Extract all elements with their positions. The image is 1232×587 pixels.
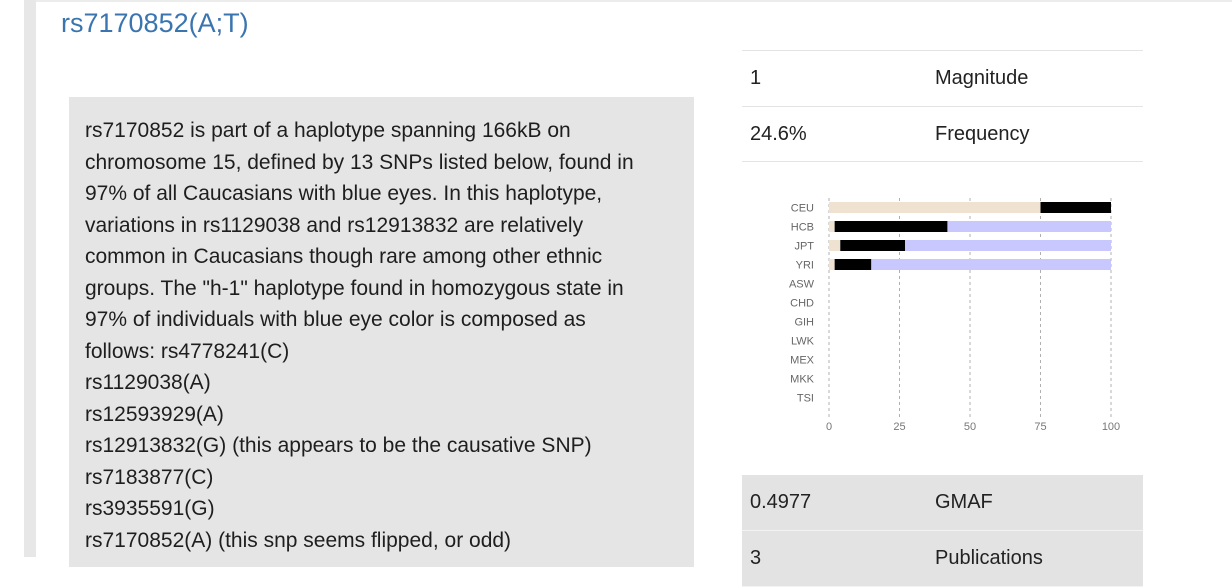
publications-row: 3 Publications	[742, 531, 1143, 587]
bar-segment	[829, 259, 835, 270]
bar-segment	[871, 259, 1111, 270]
publications-label[interactable]: Publications	[935, 547, 1043, 569]
x-tick-label: 25	[893, 421, 905, 433]
summary-table-top: 1 Magnitude 24.6% Frequency	[742, 50, 1143, 162]
description-text: rs7170852 is part of a haplotype spannin…	[85, 115, 678, 556]
bar-segment	[829, 202, 1041, 213]
bar-segment	[947, 221, 1111, 232]
category-label: ASW	[789, 279, 815, 291]
description-box: rs7170852 is part of a haplotype spannin…	[69, 97, 694, 567]
description-line: follows: rs4778241(C)	[85, 339, 290, 363]
bar-segment	[905, 240, 1111, 251]
category-label: CEU	[791, 203, 814, 215]
gmaf-value: 0.4977	[750, 491, 812, 513]
bar-segment	[840, 240, 906, 251]
magnitude-row: 1 Magnitude	[742, 50, 1143, 106]
frequency-value: 24.6%	[750, 122, 807, 145]
bar-segment	[829, 221, 835, 232]
bar-segment	[834, 221, 948, 232]
x-tick-label: 100	[1102, 421, 1120, 433]
description-line: rs12913832(G) (this appears to be the ca…	[85, 434, 592, 457]
category-label: YRI	[796, 260, 814, 272]
description-line: 97% of all Caucasians with blue eyes. In…	[85, 182, 603, 205]
magnitude-value: 1	[750, 67, 762, 89]
category-label: GIH	[794, 317, 814, 329]
gmaf-label[interactable]: GMAF	[935, 491, 993, 513]
description-line: rs1129038(A)	[85, 371, 211, 394]
category-label: JPT	[794, 241, 814, 253]
category-label: HCB	[791, 222, 814, 234]
top-divider	[36, 0, 1232, 2]
magnitude-label[interactable]: Magnitude	[935, 67, 1029, 89]
x-tick-label: 0	[826, 421, 832, 433]
description-line: rs12593929(A)	[85, 402, 224, 426]
frequency-row: 24.6% Frequency	[742, 106, 1143, 162]
description-line: rs3935591(G)	[85, 497, 215, 520]
category-label: MEX	[790, 355, 815, 367]
population-frequency-chart: CEU HCB JPT YRI ASW CHD GIH LWK MEX MKK TSI 0 25 50 75…	[789, 198, 1120, 433]
description-line: chromosome 15, defined by 13 SNPs listed…	[85, 150, 634, 174]
description-line: variations in rs1129038 and rs12913832 a…	[85, 213, 584, 237]
page-title: rs7170852(A;T)	[61, 8, 249, 38]
bar-segment	[829, 240, 841, 251]
description-line: groups. The "h-1" haplotype found in hom…	[85, 276, 624, 300]
bar-segment	[1040, 202, 1111, 213]
x-tick-label: 50	[964, 421, 976, 433]
left-border-bar	[24, 0, 36, 557]
description-line: 97% of individuals with blue eye color i…	[85, 308, 586, 331]
publications-value: 3	[750, 547, 762, 569]
description-line: rs7170852(A) (this snp seems flipped, or…	[85, 528, 512, 552]
bar-segment	[834, 259, 872, 270]
description-line: rs7170852 is part of a haplotype spannin…	[85, 119, 571, 142]
summary-table-bottom: 0.4977 GMAF 3 Publications	[742, 475, 1143, 587]
x-tick-label: 75	[1034, 421, 1046, 433]
category-label: MKK	[790, 374, 815, 386]
description-line: rs7183877(C)	[85, 465, 214, 489]
description-line: common in Caucasians though rare among o…	[85, 245, 603, 268]
category-label: LWK	[791, 336, 815, 348]
category-label: CHD	[790, 298, 814, 310]
gmaf-row: 0.4977 GMAF	[742, 475, 1143, 531]
category-label: TSI	[797, 393, 814, 405]
frequency-label[interactable]: Frequency	[935, 122, 1030, 145]
